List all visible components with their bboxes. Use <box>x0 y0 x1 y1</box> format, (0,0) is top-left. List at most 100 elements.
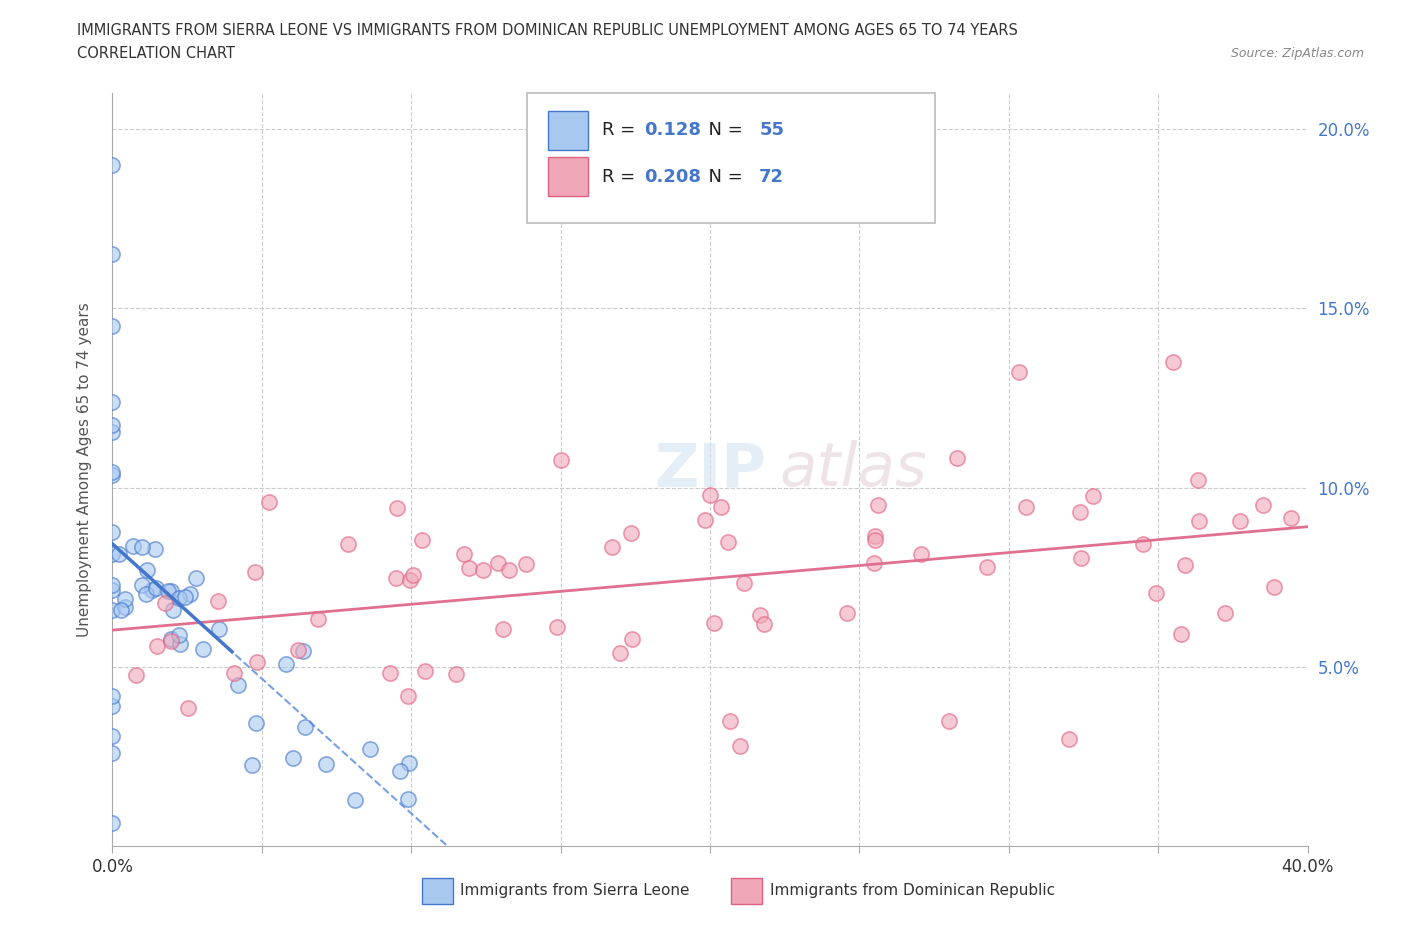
Point <box>287 643 309 658</box>
Point <box>1187 472 1209 487</box>
Point <box>396 688 419 703</box>
Point <box>486 555 509 570</box>
Text: N =: N = <box>697 167 749 186</box>
Point <box>101 689 124 704</box>
Text: N =: N = <box>697 121 749 140</box>
Point <box>131 578 153 592</box>
Text: Source: ZipAtlas.com: Source: ZipAtlas.com <box>1230 46 1364 60</box>
Point <box>101 394 124 409</box>
Point <box>1161 354 1184 369</box>
Point <box>1229 513 1251 528</box>
Point <box>101 746 124 761</box>
Point <box>710 499 733 514</box>
Text: atlas: atlas <box>779 440 928 499</box>
Point <box>162 603 184 618</box>
Point <box>207 593 229 608</box>
Point <box>246 655 269 670</box>
Point <box>101 247 124 262</box>
Point <box>609 646 631 661</box>
Point <box>1057 731 1080 746</box>
Point <box>620 526 643 541</box>
Point <box>1081 489 1104 504</box>
Point <box>186 571 208 586</box>
Point <box>399 572 422 587</box>
Point <box>1279 511 1302 525</box>
Point <box>101 698 124 713</box>
Text: 55: 55 <box>759 121 785 140</box>
Point <box>276 657 298 671</box>
Point <box>835 605 858 620</box>
Point <box>1070 551 1092 565</box>
Point <box>344 793 367 808</box>
Point <box>173 590 195 604</box>
Point <box>101 582 124 597</box>
Point <box>101 468 124 483</box>
Point <box>387 500 409 515</box>
Text: ZIP: ZIP <box>654 440 766 499</box>
Point <box>413 663 436 678</box>
Point <box>124 668 146 683</box>
Point <box>546 619 568 634</box>
Point <box>135 586 157 601</box>
Point <box>938 713 960 728</box>
Point <box>114 599 136 614</box>
Point <box>1069 505 1091 520</box>
Point <box>101 816 124 830</box>
Point <box>402 567 425 582</box>
Point <box>101 319 124 334</box>
Point <box>600 539 623 554</box>
Point <box>114 591 136 606</box>
Point <box>498 562 520 577</box>
Point <box>752 617 775 631</box>
Point <box>1263 579 1285 594</box>
Point <box>693 512 716 527</box>
Text: 0.208: 0.208 <box>644 167 702 186</box>
Text: R =: R = <box>602 167 641 186</box>
Point <box>101 603 124 618</box>
Text: R =: R = <box>602 121 641 140</box>
Point <box>307 612 329 627</box>
Point <box>245 716 267 731</box>
Point <box>471 563 494 578</box>
Point <box>101 578 124 592</box>
Point <box>257 495 280 510</box>
Point <box>1015 499 1038 514</box>
Point <box>336 537 359 551</box>
Point <box>101 425 124 440</box>
Point <box>1008 365 1031 379</box>
Point <box>101 546 124 561</box>
Text: 0.128: 0.128 <box>644 121 702 140</box>
Point <box>315 756 337 771</box>
Point <box>294 720 316 735</box>
Point <box>179 586 201 601</box>
Point <box>863 533 886 548</box>
Point <box>160 631 183 646</box>
Point <box>135 563 157 578</box>
Y-axis label: Unemployment Among Ages 65 to 74 years: Unemployment Among Ages 65 to 74 years <box>77 302 91 637</box>
Point <box>191 641 214 656</box>
Point <box>122 538 145 553</box>
Point <box>359 741 381 756</box>
Point <box>160 584 183 599</box>
Point <box>167 591 190 605</box>
Point <box>208 621 231 636</box>
Point <box>101 418 124 432</box>
Point <box>167 628 190 643</box>
Point <box>733 576 755 591</box>
Point <box>699 488 721 503</box>
Point <box>388 764 411 778</box>
Point <box>1144 585 1167 600</box>
Point <box>910 547 932 562</box>
Point <box>160 634 183 649</box>
Point <box>446 666 468 681</box>
Point <box>1251 498 1274 512</box>
Point <box>1174 557 1197 572</box>
Point <box>169 636 191 651</box>
Point <box>717 535 740 550</box>
Point <box>411 533 433 548</box>
Point <box>492 621 515 636</box>
Point <box>131 539 153 554</box>
Point <box>868 498 890 512</box>
Point <box>862 556 884 571</box>
Point <box>243 565 266 579</box>
